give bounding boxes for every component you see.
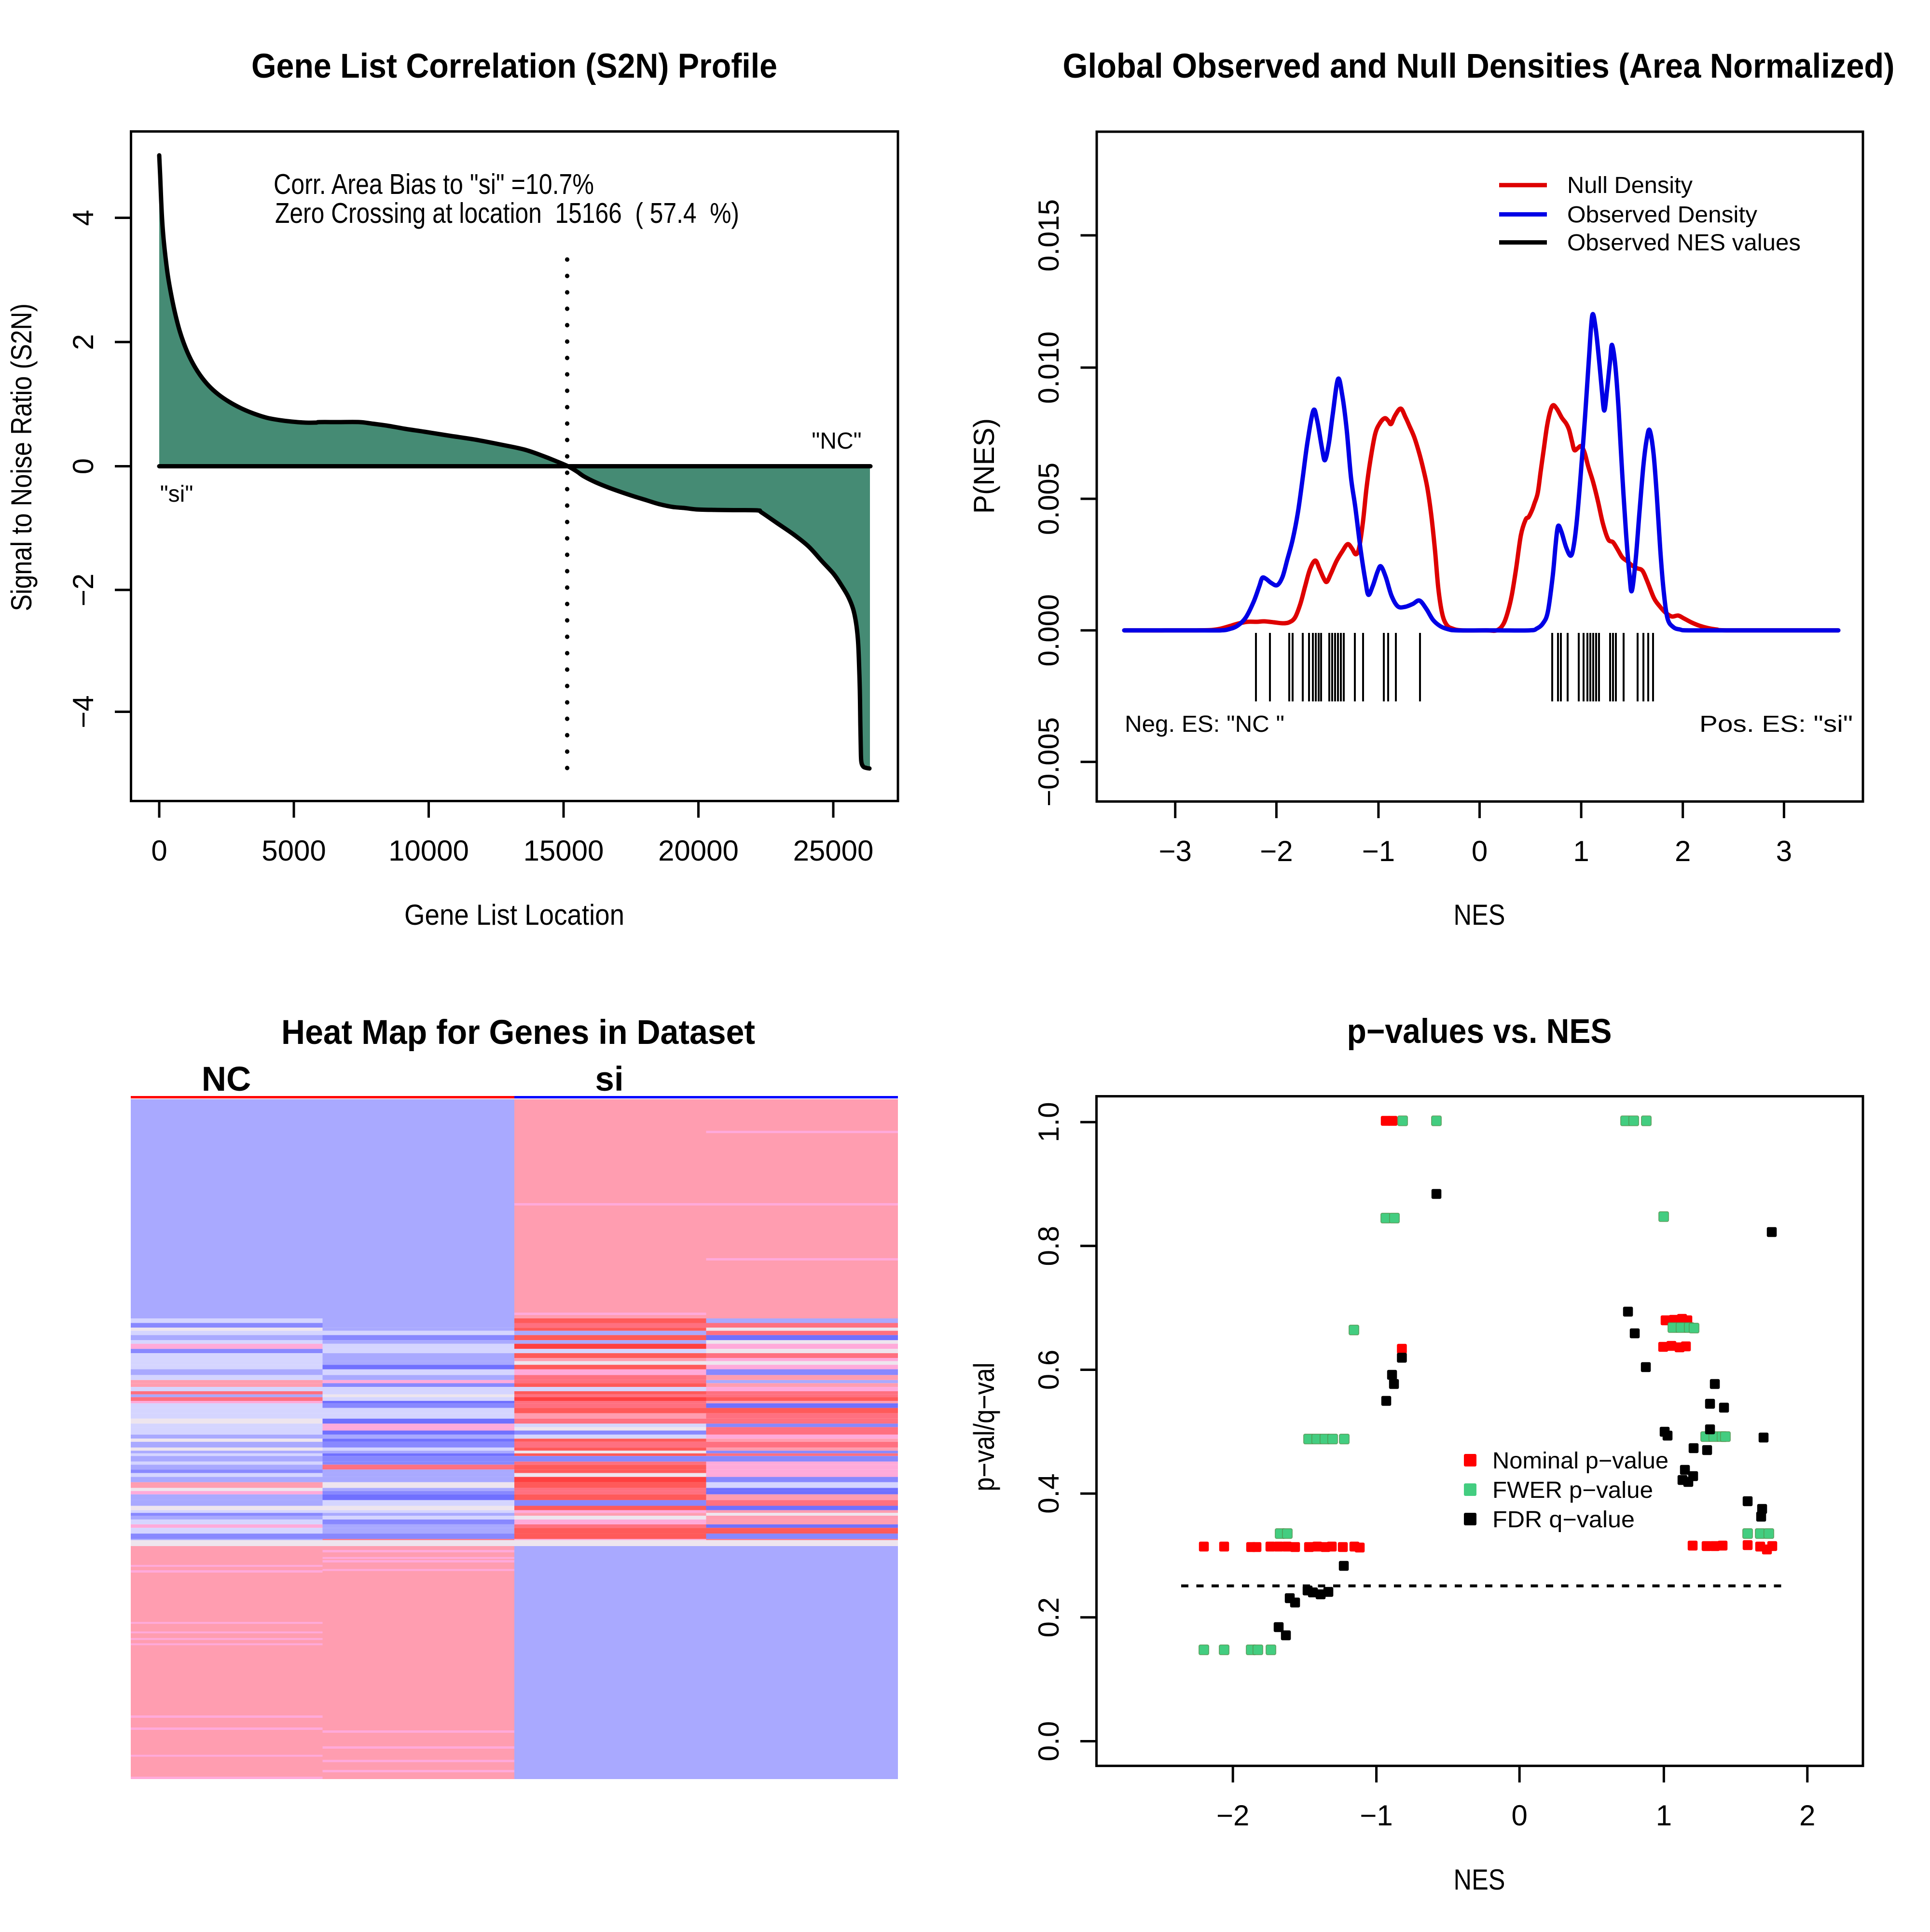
svg-text:Null Density: Null Density <box>1567 173 1693 198</box>
svg-text:2: 2 <box>1675 835 1691 867</box>
svg-text:0.005: 0.005 <box>1033 463 1065 535</box>
svg-text:FWER p−value: FWER p−value <box>1492 1478 1653 1503</box>
svg-text:Gene List Location: Gene List Location <box>404 899 624 931</box>
svg-text:Gene List Correlation (S2N) Pr: Gene List Correlation (S2N) Profile <box>251 47 777 85</box>
svg-text:0.010: 0.010 <box>1033 331 1065 404</box>
svg-text:0: 0 <box>67 458 99 474</box>
svg-text:"NC": "NC" <box>812 428 861 454</box>
svg-text:0.8: 0.8 <box>1033 1226 1065 1266</box>
svg-text:P(NES): P(NES) <box>968 418 1000 514</box>
svg-text:0.6: 0.6 <box>1033 1350 1065 1390</box>
svg-text:0: 0 <box>151 835 167 867</box>
svg-text:−4: −4 <box>67 695 99 728</box>
svg-text:NES: NES <box>1454 1863 1505 1896</box>
svg-text:25000: 25000 <box>793 835 874 867</box>
svg-text:−1: −1 <box>1362 835 1395 867</box>
svg-text:−3: −3 <box>1158 835 1191 867</box>
svg-text:2: 2 <box>67 334 99 350</box>
svg-text:NC: NC <box>202 1060 251 1098</box>
svg-text:"si": "si" <box>160 481 193 507</box>
svg-text:NES: NES <box>1454 899 1505 931</box>
svg-text:−1: −1 <box>1360 1799 1392 1832</box>
svg-text:0: 0 <box>1472 835 1488 867</box>
svg-text:Corr. Area Bias to "si" =10.7%: Corr. Area Bias to "si" =10.7% <box>274 168 594 200</box>
svg-text:FDR q−value: FDR q−value <box>1492 1507 1635 1533</box>
svg-text:Pos. ES: "si": Pos. ES: "si" <box>1699 712 1853 737</box>
svg-text:p−values vs. NES: p−values vs. NES <box>1347 1013 1612 1051</box>
svg-text:Heat Map for Genes in Dataset: Heat Map for Genes in Dataset <box>281 1014 755 1052</box>
svg-text:−2: −2 <box>67 574 99 606</box>
svg-text:1: 1 <box>1656 1799 1672 1832</box>
svg-text:Zero Crossing at location 151: Zero Crossing at location 15166 ( 57.4 %… <box>275 197 739 229</box>
svg-text:0.4: 0.4 <box>1033 1473 1065 1513</box>
svg-text:−0.005: −0.005 <box>1033 717 1065 807</box>
svg-text:0: 0 <box>1512 1799 1528 1832</box>
svg-text:5000: 5000 <box>262 835 326 867</box>
svg-text:Observed NES values: Observed NES values <box>1567 230 1801 256</box>
svg-text:1.0: 1.0 <box>1033 1102 1065 1142</box>
svg-text:Global Observed and Null Densi: Global Observed and Null Densities (Area… <box>1063 47 1895 85</box>
svg-text:Observed Density: Observed Density <box>1567 202 1757 228</box>
svg-text:0.000: 0.000 <box>1033 594 1065 667</box>
svg-text:−2: −2 <box>1260 835 1293 867</box>
svg-text:0.015: 0.015 <box>1033 199 1065 272</box>
svg-text:10000: 10000 <box>388 835 469 867</box>
svg-text:Neg. ES: "NC ": Neg. ES: "NC " <box>1125 712 1284 737</box>
svg-text:15000: 15000 <box>524 835 604 867</box>
svg-text:0.0: 0.0 <box>1033 1721 1065 1761</box>
svg-text:4: 4 <box>67 210 99 226</box>
svg-text:1: 1 <box>1573 835 1589 867</box>
svg-text:Signal to Noise Ratio (S2N): Signal to Noise Ratio (S2N) <box>5 303 38 611</box>
svg-text:−2: −2 <box>1216 1799 1249 1832</box>
svg-text:Nominal p−value: Nominal p−value <box>1492 1448 1668 1474</box>
svg-text:3: 3 <box>1776 835 1792 867</box>
svg-text:0.2: 0.2 <box>1033 1597 1065 1637</box>
svg-text:p−val/q−val: p−val/q−val <box>968 1363 1000 1492</box>
svg-text:20000: 20000 <box>658 835 739 867</box>
svg-text:2: 2 <box>1799 1799 1815 1832</box>
svg-text:si: si <box>595 1060 623 1098</box>
